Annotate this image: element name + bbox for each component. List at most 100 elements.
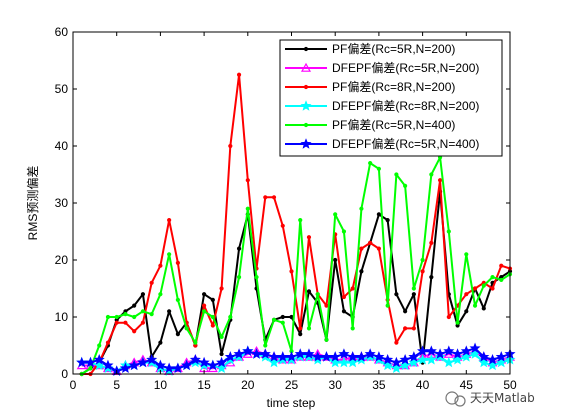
- data-point: [236, 246, 242, 251]
- data-point: [298, 332, 303, 337]
- data-point: [420, 269, 425, 274]
- data-point: [394, 292, 399, 297]
- data-point: [216, 356, 228, 368]
- data-point: [146, 353, 158, 365]
- legend-entry-4: PF偏差(Rc=5R,N=400): [285, 117, 455, 132]
- data-point: [254, 275, 259, 280]
- data-point: [341, 294, 347, 300]
- data-point: [137, 356, 149, 368]
- data-point: [93, 353, 105, 365]
- legend-entry-1: DFEPF偏差(Rc=5R,N=200): [285, 60, 479, 75]
- data-point: [443, 356, 455, 368]
- data-point: [216, 362, 228, 374]
- data-point: [175, 260, 180, 265]
- data-point: [88, 366, 93, 371]
- x-tick-label: 30: [329, 378, 343, 392]
- data-point: [324, 303, 329, 308]
- data-point: [376, 166, 381, 171]
- x-tick-label: 0: [70, 378, 77, 392]
- data-point: [193, 340, 198, 345]
- data-point: [263, 343, 268, 348]
- series-line: [81, 190, 511, 375]
- data-point: [341, 229, 347, 234]
- data-point: [271, 317, 277, 322]
- data-point: [271, 195, 277, 200]
- watermark-text: 天天Matlab: [470, 391, 535, 405]
- data-point: [403, 326, 408, 331]
- data-point: [359, 206, 364, 211]
- data-point: [464, 309, 469, 314]
- data-point: [411, 292, 416, 297]
- y-tick-label: 0: [61, 367, 68, 381]
- data-point: [306, 289, 312, 294]
- data-point: [140, 309, 146, 314]
- data-point: [486, 359, 499, 371]
- data-point: [224, 351, 236, 362]
- data-point: [359, 246, 364, 251]
- data-point: [368, 161, 373, 166]
- data-point: [207, 359, 219, 371]
- data-point: [300, 138, 312, 149]
- data-point: [429, 240, 434, 245]
- data-point: [411, 286, 416, 291]
- data-point: [123, 320, 128, 325]
- legend-label: DFEPF偏差(Rc=5R,N=400): [332, 136, 479, 151]
- data-point: [350, 326, 355, 331]
- x-tick-label: 15: [197, 378, 211, 392]
- data-point: [167, 309, 172, 314]
- legend-label: PF偏差(Rc=8R,N=200): [332, 79, 455, 94]
- data-point: [478, 351, 490, 362]
- data-point: [202, 309, 207, 314]
- data-point: [341, 309, 347, 314]
- data-point: [300, 62, 312, 72]
- data-point: [368, 240, 373, 245]
- data-point: [472, 303, 478, 308]
- data-point: [446, 314, 451, 320]
- legend-label: PF偏差(Rc=5R,N=400): [332, 117, 455, 132]
- data-point: [408, 356, 420, 368]
- data-point: [132, 329, 137, 334]
- x-tick-label: 35: [372, 378, 386, 392]
- data-point: [303, 348, 315, 359]
- data-point: [236, 72, 242, 77]
- legend-entry-5: DFEPF偏差(Rc=5R,N=400): [285, 136, 479, 151]
- data-point: [490, 275, 495, 280]
- data-point: [210, 323, 215, 328]
- data-point: [472, 286, 478, 291]
- data-point: [184, 326, 189, 331]
- x-tick-label: 45: [460, 378, 474, 392]
- y-tick-label: 50: [55, 82, 69, 96]
- data-point: [437, 178, 443, 183]
- data-point: [408, 351, 420, 362]
- data-point: [469, 342, 481, 354]
- data-point: [364, 348, 376, 359]
- data-point: [210, 314, 215, 320]
- data-point: [280, 320, 285, 325]
- data-point: [219, 351, 224, 357]
- y-axis-label: RMS预测偏差: [25, 166, 40, 241]
- data-point: [411, 326, 416, 331]
- data-point: [303, 46, 309, 52]
- data-point: [172, 362, 184, 374]
- data-point: [443, 345, 455, 356]
- x-tick-label: 5: [113, 378, 120, 392]
- data-point: [128, 359, 140, 371]
- data-point: [289, 314, 294, 320]
- data-point: [245, 206, 250, 211]
- data-point: [167, 218, 172, 223]
- data-point: [429, 275, 434, 280]
- data-point: [460, 351, 472, 362]
- data-point: [403, 183, 408, 188]
- wechat-icon: [445, 391, 459, 405]
- data-point: [158, 263, 163, 268]
- y-tick-label: 60: [55, 25, 69, 39]
- data-point: [102, 359, 114, 371]
- data-point: [347, 356, 359, 368]
- data-point: [390, 356, 402, 368]
- data-point: [268, 356, 280, 368]
- data-point: [149, 280, 154, 285]
- data-point: [175, 332, 180, 337]
- data-point: [158, 292, 163, 297]
- data-point: [390, 362, 402, 374]
- series-layer: [76, 72, 516, 377]
